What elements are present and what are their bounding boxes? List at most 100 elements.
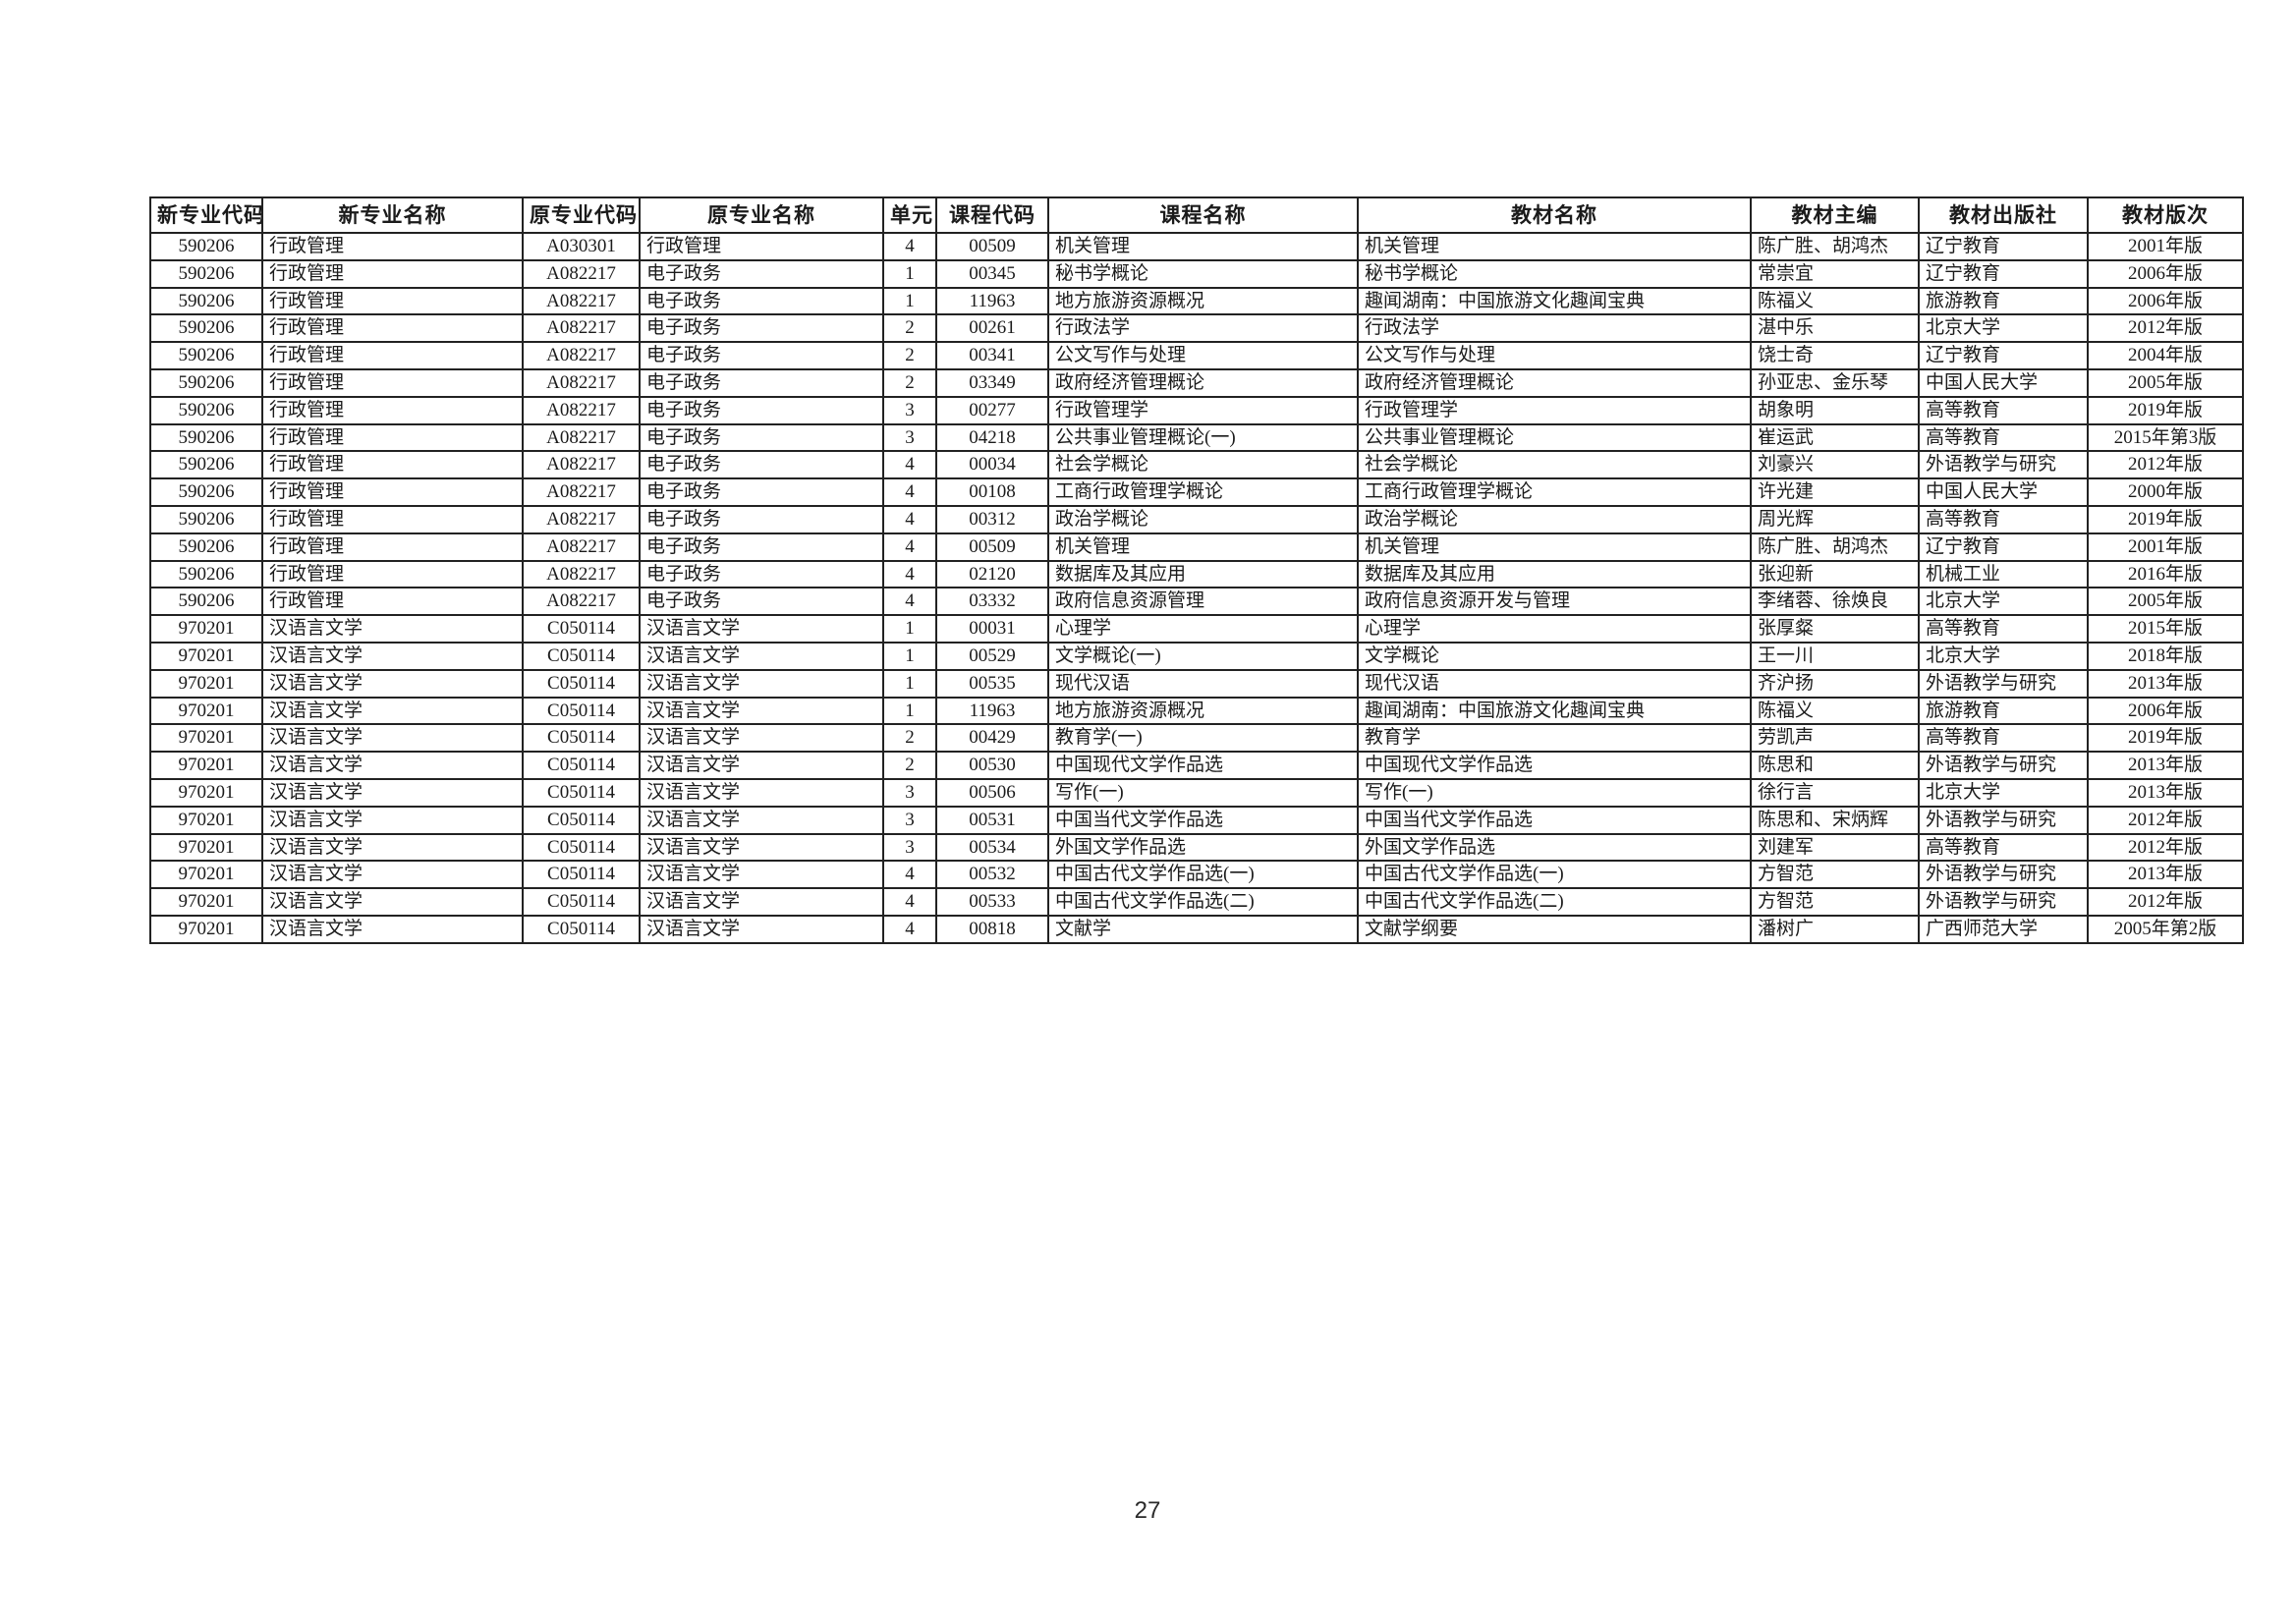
table-cell: 970201 (149, 832, 263, 863)
table-cell: A082217 (522, 367, 641, 398)
table-cell: 中国现代文学作品选 (1357, 751, 1752, 780)
table-cell: 现代汉语 (1047, 668, 1359, 699)
table-cell: 常崇宜 (1750, 258, 1920, 289)
table-cell: C050114 (522, 751, 641, 780)
table-cell: 数据库及其应用 (1357, 559, 1752, 589)
table-cell: 湛中乐 (1750, 313, 1920, 344)
table-cell: 汉语言文学 (261, 777, 524, 808)
table-cell: 政治学概论 (1047, 504, 1359, 534)
table-cell: 1 (882, 286, 937, 316)
table-cell: 2012年版 (2087, 313, 2244, 344)
table-row: 590206 行政管理 A082217 电子政务 4 03332 政府信息资源管理 政府信息资… (149, 587, 2244, 617)
table-cell: 2000年版 (2087, 477, 2244, 507)
table-row: 970201 汉语言文学 C050114 汉语言文学 3 00506 写作(一) 写作(一) 徐… (149, 777, 2244, 808)
table-cell: 590206 (149, 559, 263, 589)
table-cell: 文献学纲要 (1357, 914, 1752, 944)
table-cell: 政治学概论 (1357, 504, 1752, 534)
table-cell: 3 (882, 395, 937, 425)
table-cell: 汉语言文学 (261, 751, 524, 780)
table-cell: 00509 (935, 232, 1049, 261)
table-cell: 00261 (935, 313, 1049, 344)
table-cell: 电子政务 (639, 422, 884, 453)
table-cell: 2 (882, 751, 937, 780)
table-cell: 公文写作与处理 (1357, 341, 1752, 370)
table-cell: 2 (882, 341, 937, 370)
table-cell: 590206 (149, 422, 263, 453)
table-cell: 王一川 (1750, 641, 1920, 671)
table-cell: C050114 (522, 668, 641, 699)
column-header-course-code: 课程代码 (935, 196, 1049, 234)
table-cell: 2 (882, 313, 937, 344)
table-cell: 1 (882, 614, 937, 644)
table-cell: 陈思和、宋炳辉 (1750, 805, 1920, 835)
table-cell: 行政管理 (261, 559, 524, 589)
table-cell: 590206 (149, 341, 263, 370)
table-cell: 地方旅游资源概况 (1047, 286, 1359, 316)
table-row: 970201 汉语言文学 C050114 汉语言文学 1 00535 现代汉语 现代汉语 齐沪扬… (149, 668, 2244, 699)
table-cell: 行政管理 (261, 258, 524, 289)
table-row: 970201 汉语言文学 C050114 汉语言文学 4 00532 中国古代文学作品选(一… (149, 860, 2244, 890)
table-cell: 刘豪兴 (1750, 450, 1920, 480)
column-header-course-name: 课程名称 (1047, 196, 1359, 234)
table-cell: C050114 (522, 641, 641, 671)
table-row: 970201 汉语言文学 C050114 汉语言文学 1 11963 地方旅游资源概况 趣闻湖… (149, 696, 2244, 726)
table-row: 970201 汉语言文学 C050114 汉语言文学 2 00530 中国现代文学作品选 中国… (149, 751, 2244, 780)
table-cell: 11963 (935, 286, 1049, 316)
table-cell: 行政管理 (261, 450, 524, 480)
table-cell: 00529 (935, 641, 1049, 671)
table-cell: 电子政务 (639, 286, 884, 316)
table-cell: 2006年版 (2087, 286, 2244, 316)
table-cell: 1 (882, 641, 937, 671)
table-cell: 电子政务 (639, 477, 884, 507)
column-header-textbook-editor: 教材主编 (1750, 196, 1920, 234)
table-cell: 机械工业 (1918, 559, 2089, 589)
table-cell: C050114 (522, 696, 641, 726)
table-cell: 2001年版 (2087, 232, 2244, 261)
table-cell: 中国古代文学作品选(二) (1357, 887, 1752, 917)
table-cell: 汉语言文学 (261, 887, 524, 917)
table-cell: 秘书学概论 (1047, 258, 1359, 289)
table-cell: C050114 (522, 614, 641, 644)
table-cell: 汉语言文学 (639, 777, 884, 808)
table-cell: 2 (882, 723, 937, 754)
table-cell: 张迎新 (1750, 559, 1920, 589)
table-cell: 2005年第2版 (2087, 914, 2244, 944)
table-cell: 旅游教育 (1918, 286, 2089, 316)
table-cell: 4 (882, 559, 937, 589)
table-cell: 03332 (935, 587, 1049, 617)
table-cell: 970201 (149, 805, 263, 835)
table-cell: 00429 (935, 723, 1049, 754)
table-row: 590206 行政管理 A082217 电子政务 2 00341 公文写作与处理 公文写作与处… (149, 341, 2244, 370)
column-header-textbook-edition: 教材版次 (2087, 196, 2244, 234)
table-cell: 电子政务 (639, 532, 884, 562)
table-cell: 高等教育 (1918, 504, 2089, 534)
table-cell: 11963 (935, 696, 1049, 726)
table-cell: 00509 (935, 532, 1049, 562)
table-row: 970201 汉语言文学 C050114 汉语言文学 1 00031 心理学 心理学 张厚粲 高等… (149, 614, 2244, 644)
column-header-textbook-name: 教材名称 (1357, 196, 1752, 234)
table-cell: A082217 (522, 532, 641, 562)
table-cell: 辽宁教育 (1918, 258, 2089, 289)
column-header-old-major-code: 原专业代码 (522, 196, 641, 234)
table-cell: 汉语言文学 (639, 751, 884, 780)
table-cell: 潘树广 (1750, 914, 1920, 944)
table-cell: 北京大学 (1918, 587, 2089, 617)
table-row: 590206 行政管理 A082217 电子政务 4 00034 社会学概论 社会学概论 刘豪兴… (149, 450, 2244, 480)
table-row: 590206 行政管理 A082217 电子政务 4 00509 机关管理 机关管理 陈广胜、胡… (149, 532, 2244, 562)
table-cell: 社会学概论 (1357, 450, 1752, 480)
table-cell: 高等教育 (1918, 614, 2089, 644)
table-row: 970201 汉语言文学 C050114 汉语言文学 4 00533 中国古代文学作品选(二… (149, 887, 2244, 917)
table-cell: 汉语言文学 (639, 860, 884, 890)
table-cell: 970201 (149, 777, 263, 808)
table-cell: 2006年版 (2087, 696, 2244, 726)
table-cell: 心理学 (1357, 614, 1752, 644)
table-cell: 4 (882, 232, 937, 261)
table-cell: 590206 (149, 232, 263, 261)
table-cell: 00277 (935, 395, 1049, 425)
table-cell: 汉语言文学 (639, 696, 884, 726)
table-cell: 汉语言文学 (261, 668, 524, 699)
table-cell: 2013年版 (2087, 751, 2244, 780)
table-cell: 2001年版 (2087, 532, 2244, 562)
table-cell: A082217 (522, 477, 641, 507)
table-cell: 4 (882, 504, 937, 534)
